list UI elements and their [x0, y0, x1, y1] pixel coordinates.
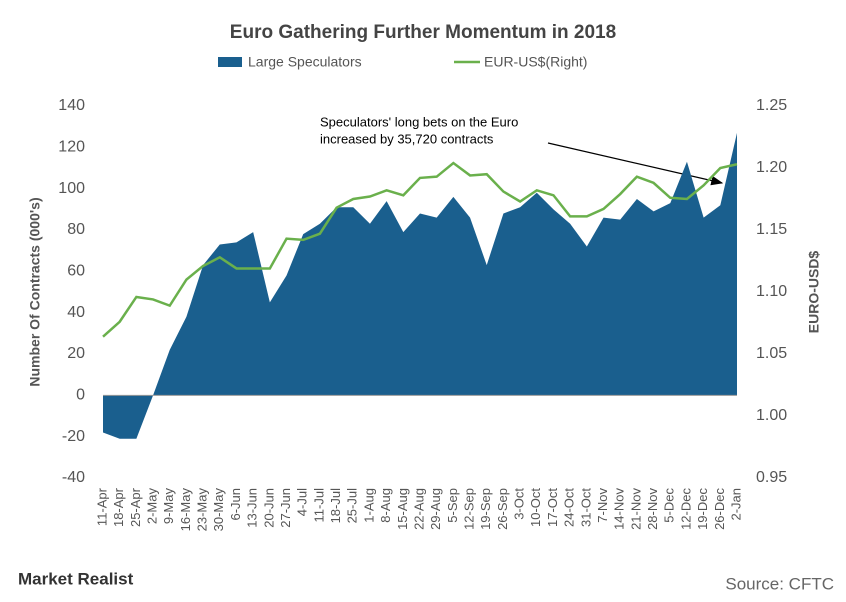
x-tick-label: 20-Jun	[261, 488, 276, 528]
y2-tick-label: 1.15	[756, 221, 787, 238]
x-tick-label: 31-Oct	[578, 488, 593, 527]
y-tick-label: 60	[67, 263, 85, 280]
x-tick-label: 22-Aug	[411, 488, 426, 530]
line	[102, 161, 738, 338]
x-tick-label: 2-May	[144, 488, 159, 525]
x-tick-label: 18-Apr	[111, 487, 126, 527]
x-tick-label: 11-Apr	[94, 487, 109, 526]
x-tick-label: 1-Aug	[361, 488, 376, 523]
annotation-arrow	[547, 142, 724, 186]
x-tick-label: 18-Jul	[328, 488, 343, 524]
x-tick-label: 5-Sep	[445, 488, 460, 523]
x-tick-label: 19-Dec	[695, 488, 710, 530]
legend-swatch	[218, 57, 242, 67]
y-tick-label: 20	[67, 345, 85, 362]
source: Source: CFTC	[725, 574, 834, 593]
y2-tick-label: 1.10	[756, 283, 787, 300]
x-tick-label: 29-Aug	[428, 488, 443, 530]
y2-tick-label: 0.95	[756, 469, 787, 486]
y-tick-label: 140	[58, 97, 85, 114]
x-tick-label: 3-Oct	[512, 488, 527, 520]
x-tick-label: 16-May	[178, 488, 193, 532]
x-tick-label: 28-Nov	[645, 488, 660, 530]
x-tick-label: 9-May	[161, 488, 176, 525]
y-tick-label: 40	[67, 304, 85, 321]
x-tick-label: 14-Nov	[612, 488, 627, 530]
y-tick-label: 120	[58, 139, 85, 156]
y2-axis-label: EURO-USD$	[806, 251, 822, 334]
x-tick-label: 6-Jun	[228, 488, 243, 521]
area	[103, 132, 737, 439]
x-tick-label: 26-Sep	[495, 488, 510, 530]
y-tick-label: -40	[62, 469, 85, 486]
y-tick-label: 80	[67, 221, 85, 238]
x-tick-label: 8-Aug	[378, 488, 393, 523]
brand: Market Realist	[18, 569, 134, 588]
x-tick-label: 4-Jul	[295, 488, 310, 516]
x-tick-label: 25-Apr	[128, 487, 143, 527]
annotation: Speculators' long bets on the Euro	[320, 114, 518, 129]
x-tick-label: 2-Jan	[728, 488, 743, 521]
x-tick-label: 23-May	[195, 488, 210, 532]
x-tick-label: 11-Jul	[311, 488, 326, 523]
x-tick-label: 27-Jun	[278, 488, 293, 528]
y-axis-label: Number Of Contracts (000's)	[27, 197, 43, 386]
y2-tick-label: 1.05	[756, 345, 787, 362]
y-tick-label: 0	[76, 387, 85, 404]
x-tick-label: 17-Oct	[545, 488, 560, 527]
legend-label: EUR-US$(Right)	[484, 54, 587, 70]
legend-label: Large Speculators	[248, 54, 362, 70]
x-tick-label: 5-Dec	[662, 488, 677, 523]
x-tick-label: 10-Oct	[528, 488, 543, 527]
y2-tick-label: 1.00	[756, 407, 787, 424]
x-tick-label: 21-Nov	[628, 488, 643, 530]
annotation: increased by 35,720 contracts	[320, 131, 494, 146]
y-tick-label: -20	[62, 428, 85, 445]
chart-title: Euro Gathering Further Momentum in 2018	[230, 22, 616, 43]
y2-tick-label: 1.25	[756, 97, 787, 114]
x-tick-label: 30-May	[211, 488, 226, 532]
y2-tick-label: 1.20	[756, 159, 787, 176]
x-tick-label: 19-Sep	[478, 488, 493, 530]
x-tick-label: 24-Oct	[562, 488, 577, 527]
x-tick-label: 12-Dec	[678, 488, 693, 530]
x-tick-label: 7-Nov	[595, 488, 610, 523]
x-tick-label: 25-Jul	[345, 488, 360, 524]
x-tick-label: 26-Dec	[712, 488, 727, 530]
y-tick-label: 100	[58, 180, 85, 197]
x-tick-label: 12-Sep	[461, 488, 476, 530]
x-tick-label: 15-Aug	[395, 488, 410, 530]
x-tick-label: 13-Jun	[245, 488, 260, 528]
